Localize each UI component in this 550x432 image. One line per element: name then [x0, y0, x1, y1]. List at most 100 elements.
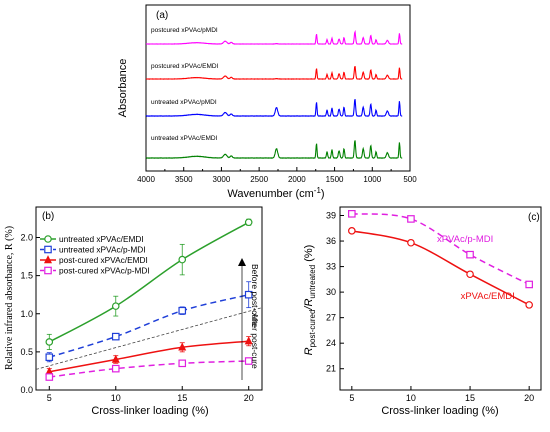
panel-c-point	[348, 227, 356, 235]
panel-c-point	[525, 301, 533, 309]
panel-b-legend-marker	[43, 255, 53, 264]
panel-c-y-tick-label: 27	[326, 313, 336, 323]
panel-b-series-line	[48, 221, 250, 343]
panel-c-axes: 5 10 15 20 21 24 27 30 33 36 39	[326, 211, 534, 403]
panel-b-point	[244, 218, 253, 227]
panel-b-divider-line	[35, 307, 263, 370]
panel-b-point	[111, 354, 120, 363]
panel-c-x-axis-label: Cross-linker loading (%)	[381, 405, 498, 417]
panel-c-x-tick-label: 5	[349, 393, 354, 403]
panel-b-legend-marker	[44, 266, 52, 275]
panel-a-series-label: untreated xPVAc/pMDI	[151, 99, 217, 106]
panel-c-y-tick-label: 30	[326, 287, 336, 297]
panel-b-legend-marker	[44, 245, 52, 254]
panel-c-series-label: xPVAc/EMDI	[461, 291, 515, 302]
panel-a-x-tick-label: 2500	[250, 175, 268, 184]
panel-c-y-tick-label: 21	[326, 364, 336, 374]
panel-c-y-tick-label: 36	[326, 236, 336, 246]
panel-a-series-label: untreated xPVAc/EMDI	[151, 135, 218, 142]
panel-b-relative-absorbance: (b) Relative infrared absorbance, R (%) …	[4, 206, 263, 417]
panel-c-point	[407, 215, 415, 223]
panel-a-series-labels: postcured xPVAc/pMDI postcured xPVAc/EMDI…	[151, 27, 219, 142]
panel-a-x-tick-label: 1500	[326, 175, 344, 184]
panel-c-series-line	[351, 230, 530, 306]
panel-b-point	[45, 373, 54, 381]
panel-a-spectrum-line	[145, 140, 403, 159]
panel-b-point	[244, 357, 253, 365]
panel-b-axes: 5 10 15 20 0.0 0.5 1.0 1.5 2.0	[20, 233, 253, 404]
panel-a-x-tick-label: 4000	[137, 175, 155, 184]
panel-a-y-axis-label: Absorbance	[117, 59, 129, 118]
panel-a-x-tick-label: 1000	[363, 175, 381, 184]
panel-b-y-tick-label: 0.5	[20, 347, 33, 357]
panel-b-y-tick-label: 0.0	[20, 385, 33, 395]
panel-b-point	[178, 359, 187, 368]
panel-b-point	[244, 290, 253, 299]
panel-c-point	[348, 210, 356, 218]
panel-a-spectra	[145, 29, 403, 159]
panel-c-point	[525, 280, 533, 289]
panel-b-legend-label: untreated xPVAc/EMDI	[59, 234, 144, 244]
panel-a-series-label: postcured xPVAc/EMDI	[151, 63, 219, 70]
panel-b-annotation-after: After post-cure	[250, 313, 260, 369]
panel-b-point	[45, 353, 54, 362]
panel-b-y-tick-label: 1.5	[20, 271, 33, 281]
panel-a-x-tick-label: 3500	[175, 175, 193, 184]
panel-b-y-tick-label: 1.0	[20, 309, 33, 319]
panel-b-x-tick-label: 20	[244, 393, 254, 403]
panel-a-series-label: postcured xPVAc/pMDI	[151, 27, 218, 34]
panel-b-annotation-before: Before post-cure	[250, 264, 260, 327]
panel-a-spectrum-line	[145, 99, 403, 117]
panel-c-y-tick-label: 24	[326, 338, 336, 348]
panel-b-point	[45, 338, 54, 346]
panel-c-point	[407, 238, 415, 247]
panel-c-x-tick-label: 15	[465, 393, 475, 403]
panel-b-series	[45, 218, 253, 381]
panel-c-point	[466, 250, 474, 259]
panel-b-point	[111, 364, 120, 373]
panel-b-point	[178, 342, 187, 351]
panel-a-x-ticks: 4000 3500 3000 2500 2000 1500 1000 500	[137, 167, 417, 184]
panel-a-spectrum-line	[145, 65, 403, 80]
panel-a-ir-spectra: (a) Absorbance 4000 3500 3000 2500 2000 1500 1…	[117, 4, 417, 200]
panel-b-point	[111, 332, 120, 341]
panel-c-y-axis-label: Rpost-cured/Runtreated (%)	[303, 245, 317, 356]
panel-b-x-tick-label: 5	[47, 393, 52, 403]
panel-b-point	[111, 302, 120, 310]
panel-b-legend-label: untreated xPVAc/p-MDI	[59, 245, 146, 255]
panel-b-arrow-up	[238, 258, 246, 266]
panel-b-x-tick-label: 15	[177, 393, 187, 403]
panel-a-x-tick-label: 3000	[213, 175, 231, 184]
panel-b-frame	[35, 206, 263, 391]
panel-c-y-tick-label: 33	[326, 262, 336, 272]
panel-b-series-line	[49, 340, 249, 373]
panel-b-y-axis-label: Relative infrared absorbance, R (%)	[4, 226, 15, 370]
panel-c-label: (c)	[528, 212, 540, 223]
panel-b-series-line	[49, 360, 249, 378]
panel-b-x-tick-label: 10	[111, 393, 121, 403]
panel-a-x-tick-label: 500	[403, 175, 417, 184]
panel-b-y-tick-label: 2.0	[20, 233, 33, 243]
panel-c-frame	[339, 206, 542, 391]
panel-c-series-line	[351, 213, 530, 286]
panel-c-x-tick-label: 10	[406, 393, 416, 403]
panel-c-point	[466, 270, 474, 279]
panel-b-point	[178, 255, 187, 264]
panel-b-series-line	[49, 293, 249, 358]
panel-c-ratio: (c) Rpost-cured/Runtreated (%) 5 10 15 20 21…	[303, 206, 542, 417]
panel-a-label: (a)	[156, 10, 168, 21]
panel-a-x-axis-label: Wavenumber (cm-1)	[227, 186, 324, 200]
panel-b-label: (b)	[42, 211, 54, 222]
panel-b-point	[244, 336, 253, 345]
panel-b-legend-label: post-cured xPVAc/EMDI	[59, 255, 148, 265]
panel-b-divider	[35, 307, 263, 370]
panel-b-x-axis-label: Cross-linker loading (%)	[91, 405, 208, 417]
panel-c-series: xPVAc/EMDI xPVAc/p-MDI	[348, 210, 533, 309]
panel-c-series-label: xPVAc/p-MDI	[437, 234, 493, 245]
panel-b-point	[178, 306, 187, 315]
panel-c-x-tick-label: 20	[524, 393, 534, 403]
panel-b-legend-marker	[44, 235, 52, 243]
panel-a-spectrum-line	[145, 29, 403, 45]
